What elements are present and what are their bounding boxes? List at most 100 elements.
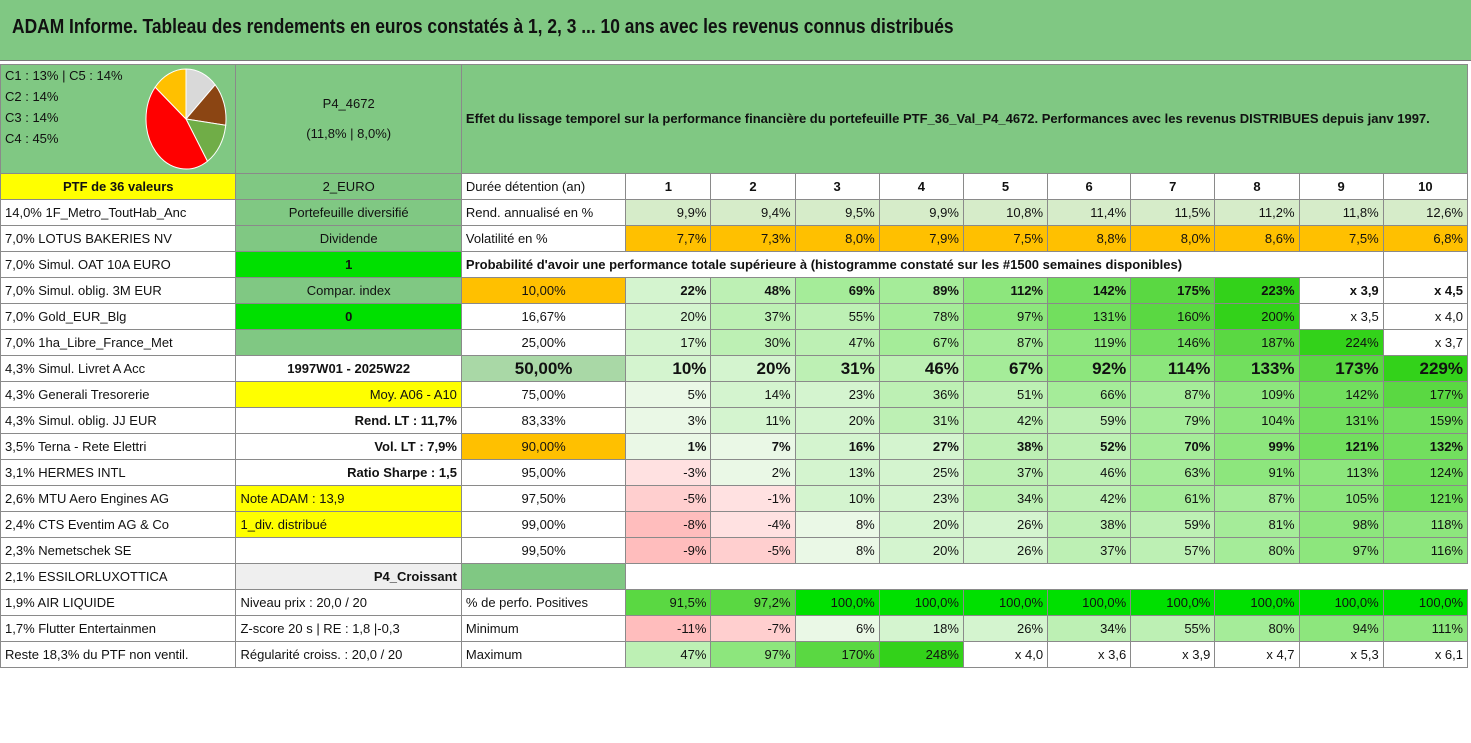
probability-value: 16% — [794, 433, 880, 460]
year-header: 10 — [1382, 173, 1469, 200]
holding-name: 4,3% Simul. oblig. JJ EUR — [0, 407, 237, 434]
probability-level: 83,33% — [460, 407, 627, 434]
composition-pie-chart — [145, 68, 227, 170]
probability-value: 7% — [710, 433, 796, 460]
rendement-value: 9,9% — [625, 199, 712, 226]
probability-value: 37% — [710, 303, 796, 330]
probability-level: 99,00% — [460, 511, 627, 538]
probability-value: 8% — [794, 511, 880, 538]
probability-value: 42% — [1047, 485, 1132, 512]
probability-value: 52% — [1047, 433, 1132, 460]
probability-value: 97% — [962, 303, 1049, 330]
maximum-value: x 4,7 — [1214, 641, 1300, 668]
year-header: 6 — [1047, 173, 1132, 200]
ptf-label: PTF de 36 valeurs — [0, 173, 237, 200]
probability-value: 97% — [1298, 537, 1384, 564]
holding-name: 14,0% 1F_Metro_ToutHab_Anc — [0, 199, 237, 226]
maximum-value: x 6,1 — [1382, 641, 1469, 668]
empty-cell — [625, 563, 1468, 590]
rendement-value: 9,9% — [878, 199, 964, 226]
holding-name: 2,6% MTU Aero Engines AG — [0, 485, 237, 512]
empty-cell — [460, 563, 627, 590]
probability-value: 133% — [1214, 355, 1300, 382]
probability-level: 99,50% — [460, 537, 627, 564]
probability-value: x 3,7 — [1382, 329, 1469, 356]
rendement-value: 12,6% — [1382, 199, 1469, 226]
maximum-value: 97% — [710, 641, 796, 668]
volatilite-value: 8,6% — [1214, 225, 1300, 252]
probability-value: 66% — [1047, 381, 1132, 408]
volatilite-label: Volatilité en % — [460, 225, 627, 252]
info-cell: Régularité croiss. : 20,0 / 20 — [235, 641, 462, 668]
info-cell — [235, 537, 462, 564]
probability-value: 177% — [1382, 381, 1469, 408]
probability-value: 119% — [1047, 329, 1132, 356]
probability-value: -5% — [625, 485, 712, 512]
positives-value: 100,0% — [962, 589, 1049, 616]
probability-value: 5% — [625, 381, 712, 408]
positives-label: % de perfo. Positives — [460, 589, 627, 616]
probability-value: 46% — [878, 355, 964, 382]
probability-level: 95,00% — [460, 459, 627, 486]
holding-name: 7,0% Simul. OAT 10A EURO — [0, 251, 237, 278]
probability-value: -9% — [625, 537, 712, 564]
probability-value: x 4,5 — [1382, 277, 1469, 304]
probability-value: 91% — [1214, 459, 1300, 486]
maximum-value: 248% — [878, 641, 964, 668]
probability-value: 20% — [794, 407, 880, 434]
holding-name: 1,7% Flutter Entertainmen — [0, 615, 237, 642]
positives-value: 100,0% — [794, 589, 880, 616]
probability-value: 26% — [962, 537, 1049, 564]
maximum-value: x 5,3 — [1298, 641, 1384, 668]
probability-value: -1% — [710, 485, 796, 512]
probability-value: 229% — [1382, 355, 1469, 382]
probability-value: -3% — [625, 459, 712, 486]
title-bar: ADAM Informe. Tableau des rendements en … — [0, 0, 1471, 61]
maximum-value: 47% — [625, 641, 712, 668]
composition-cell: C1 : 13% | C5 : 14% C2 : 14% C3 : 14% C4 : … — [0, 64, 237, 174]
probability-caption: Probabilité d'avoir une performance tota… — [460, 251, 1384, 278]
probability-value: 114% — [1130, 355, 1216, 382]
year-header: 5 — [962, 173, 1049, 200]
probability-value: x 4,0 — [1382, 303, 1469, 330]
probability-value: 132% — [1382, 433, 1469, 460]
pie-slice-c4 — [145, 86, 209, 170]
holding-name: 7,0% 1ha_Libre_France_Met — [0, 329, 237, 356]
volatilite-value: 7,7% — [625, 225, 712, 252]
minimum-value: 6% — [794, 615, 880, 642]
probability-value: 80% — [1214, 537, 1300, 564]
positives-value: 100,0% — [878, 589, 964, 616]
holding-name: 3,1% HERMES INTL — [0, 459, 237, 486]
probability-value: 59% — [1047, 407, 1132, 434]
probability-value: 17% — [625, 329, 712, 356]
probability-value: 11% — [710, 407, 796, 434]
holding-name: 2,3% Nemetschek SE — [0, 537, 237, 564]
probability-value: 98% — [1298, 511, 1384, 538]
probability-value: 10% — [794, 485, 880, 512]
probability-value: 187% — [1214, 329, 1300, 356]
probability-value: 79% — [1130, 407, 1216, 434]
currency-label: 2_EURO — [235, 173, 462, 200]
probability-value: 87% — [962, 329, 1049, 356]
probability-value: 37% — [962, 459, 1049, 486]
probability-value: 113% — [1298, 459, 1384, 486]
year-header: 2 — [710, 173, 796, 200]
probability-value: 10% — [625, 355, 712, 382]
positives-value: 100,0% — [1047, 589, 1132, 616]
year-header: 7 — [1130, 173, 1216, 200]
positives-value: 100,0% — [1130, 589, 1216, 616]
probability-value: 20% — [878, 537, 964, 564]
holding-name: 2,1% ESSILORLUXOTTICA — [0, 563, 237, 590]
minimum-value: 34% — [1047, 615, 1132, 642]
probability-value: 142% — [1047, 277, 1132, 304]
info-cell: 1 — [235, 251, 462, 278]
info-cell: Portefeuille diversifié — [235, 199, 462, 226]
probability-value: 81% — [1214, 511, 1300, 538]
probability-value: 36% — [878, 381, 964, 408]
rendement-value: 11,4% — [1047, 199, 1132, 226]
probability-value: x 3,9 — [1298, 277, 1384, 304]
info-cell: Compar. index — [235, 277, 462, 304]
probability-value: 59% — [1130, 511, 1216, 538]
composition-line: C3 : 14% — [5, 110, 59, 125]
